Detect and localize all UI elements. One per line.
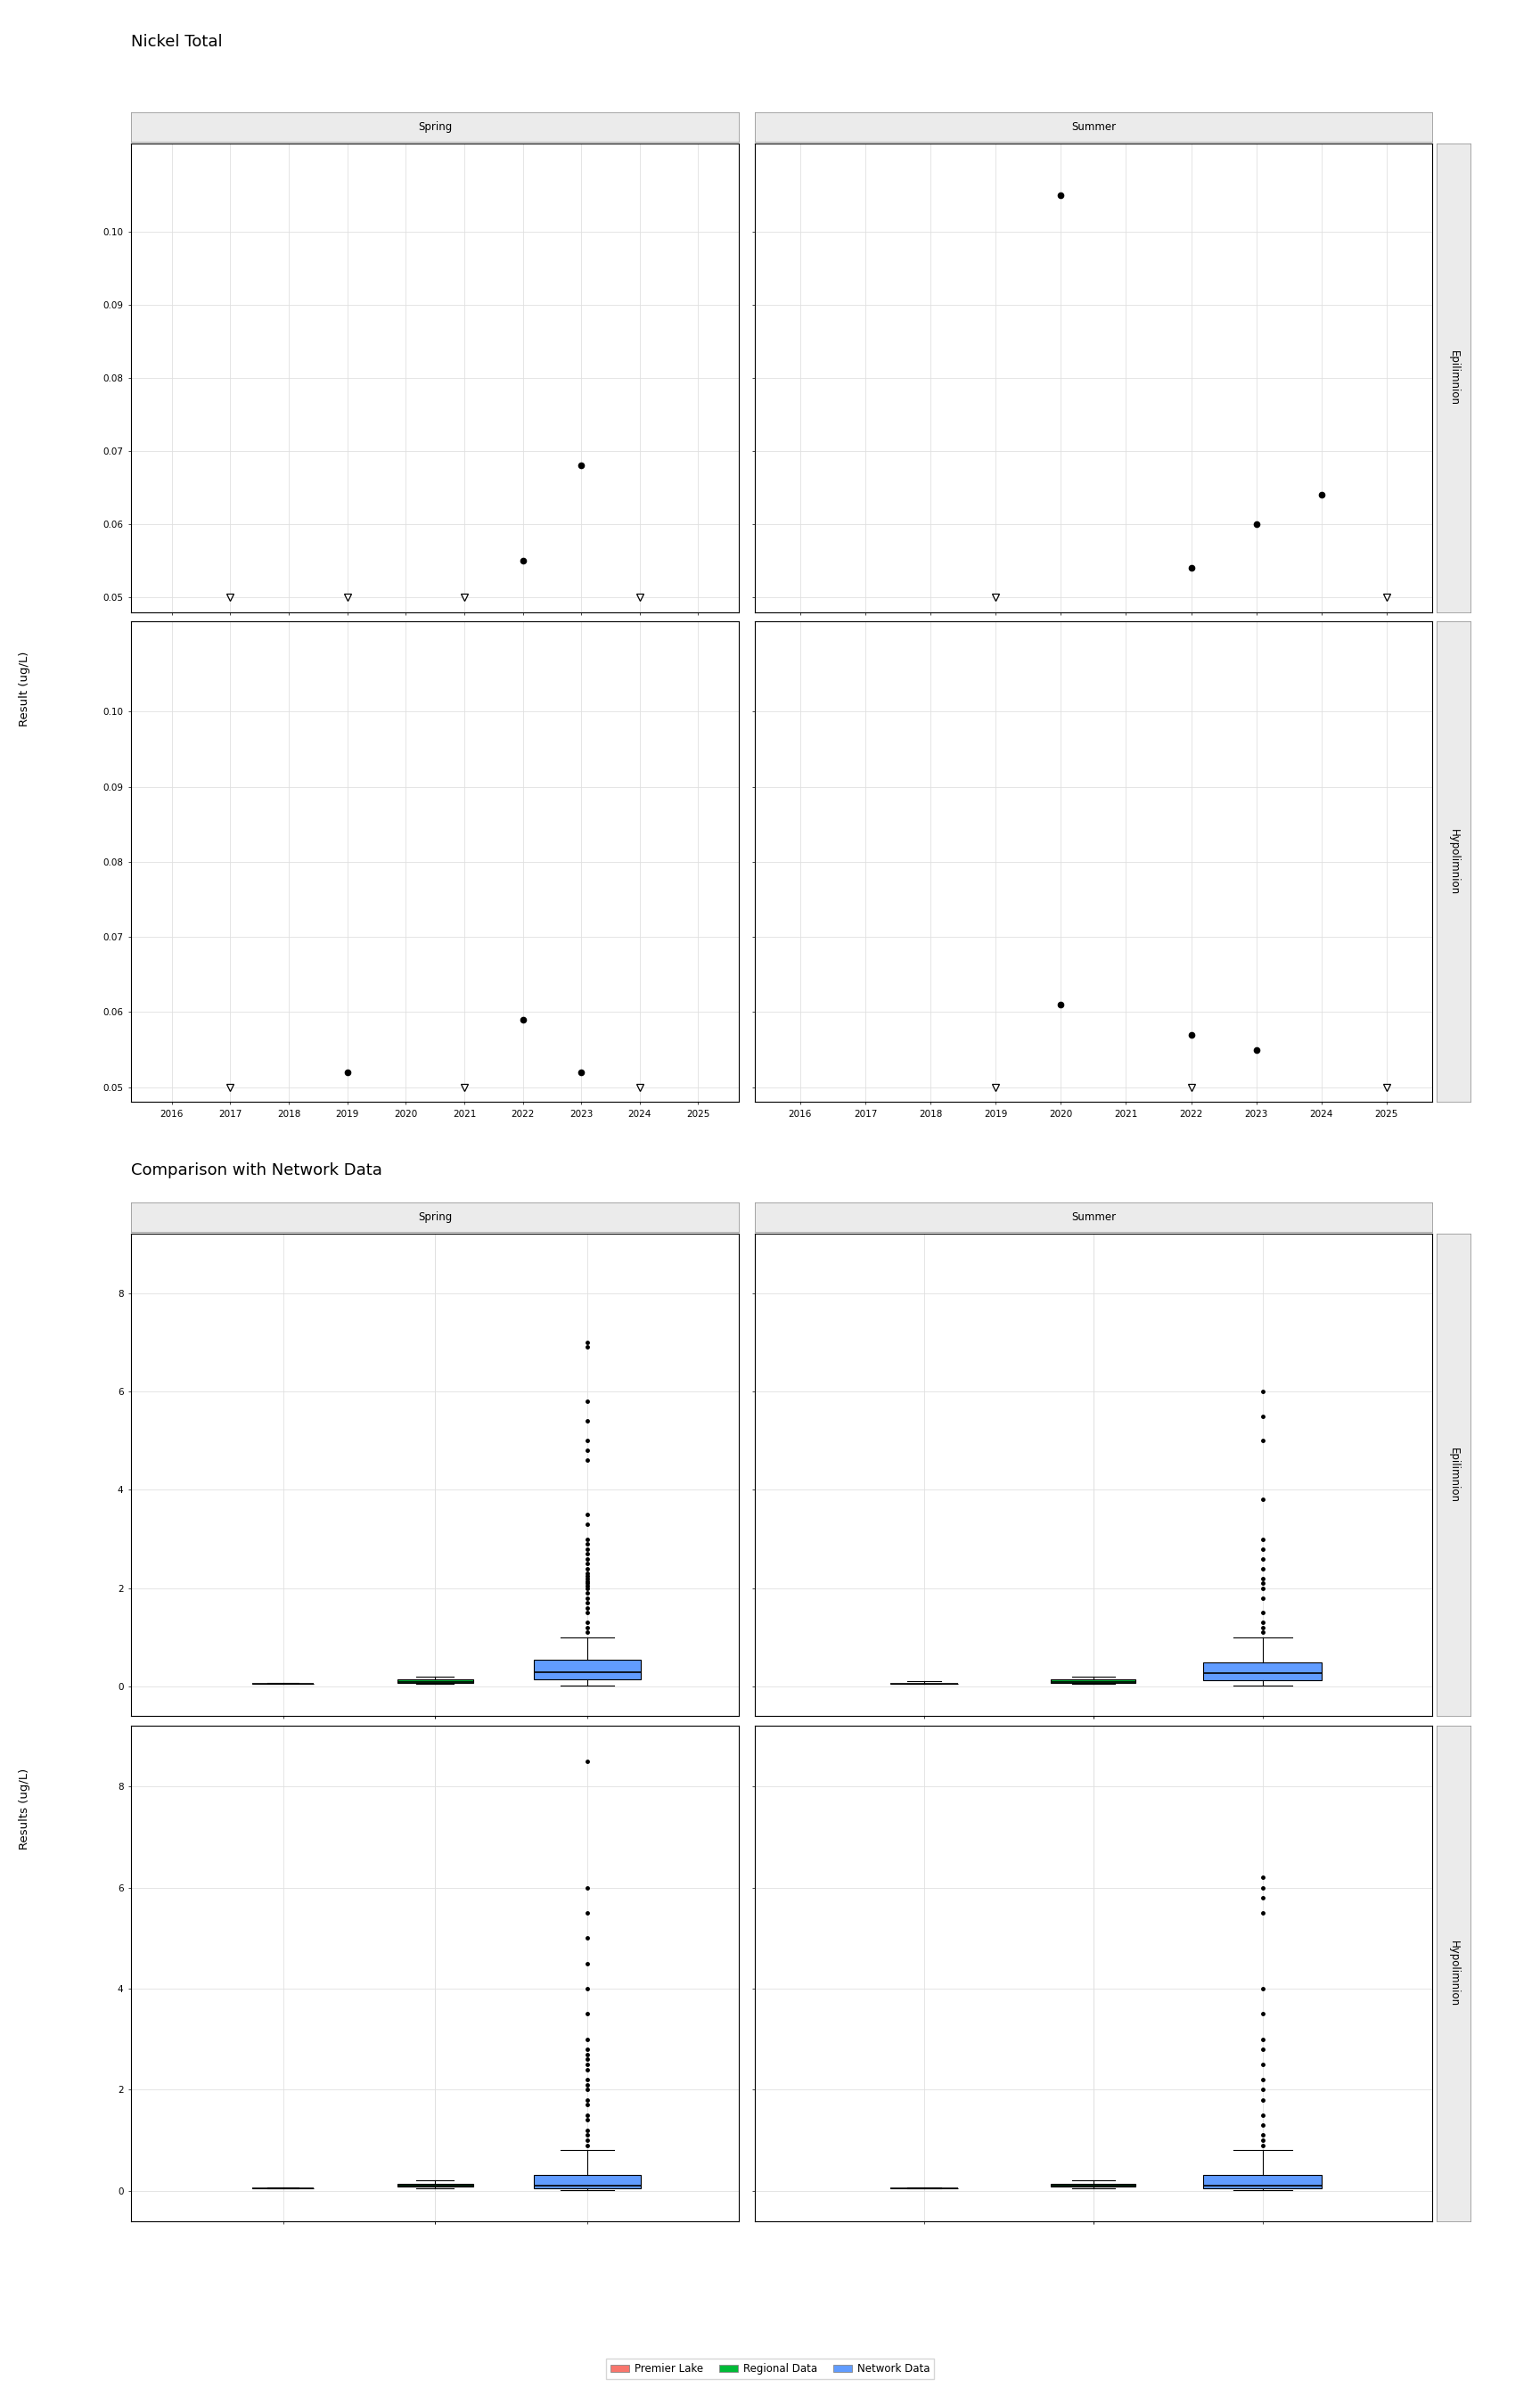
PathPatch shape — [534, 2176, 641, 2188]
Text: Epilimnion: Epilimnion — [1448, 1447, 1460, 1502]
PathPatch shape — [1050, 1680, 1137, 1682]
Text: Result (ug/L): Result (ug/L) — [18, 652, 31, 726]
PathPatch shape — [397, 2183, 473, 2188]
Text: Nickel Total: Nickel Total — [131, 34, 222, 50]
Text: Summer: Summer — [1070, 1212, 1116, 1222]
Text: Spring: Spring — [417, 122, 453, 132]
Text: Results (ug/L): Results (ug/L) — [18, 1768, 31, 1850]
PathPatch shape — [1204, 1663, 1321, 1680]
PathPatch shape — [534, 1660, 641, 1680]
Text: Epilimnion: Epilimnion — [1448, 350, 1460, 405]
Text: Hypolimnion: Hypolimnion — [1448, 829, 1460, 896]
Text: Comparison with Network Data: Comparison with Network Data — [131, 1162, 382, 1179]
PathPatch shape — [1204, 2176, 1321, 2188]
Text: Spring: Spring — [417, 1212, 453, 1222]
Text: Hypolimnion: Hypolimnion — [1448, 1941, 1460, 2005]
PathPatch shape — [1050, 2183, 1137, 2188]
PathPatch shape — [397, 1680, 473, 1682]
Text: Summer: Summer — [1070, 122, 1116, 132]
Legend: Premier Lake, Regional Data, Network Data: Premier Lake, Regional Data, Network Dat… — [605, 2358, 935, 2379]
